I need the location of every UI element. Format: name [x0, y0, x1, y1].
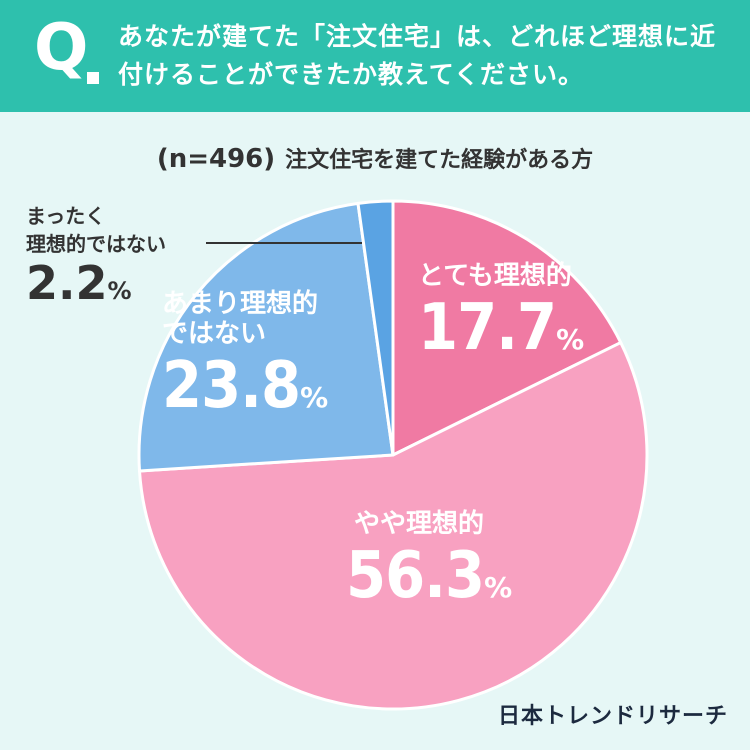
label-very-ideal-pct: % — [556, 322, 585, 356]
label-not-ideal-name-1: まったく — [26, 204, 106, 228]
label-not-very-ideal-pct: % — [300, 380, 329, 414]
label-not-ideal-value: 2.2 — [26, 256, 108, 310]
slice-somewhat-ideal — [138, 341, 649, 711]
label-not-ideal-name-2: 理想的ではない — [26, 232, 166, 256]
label-not-very-ideal-value: 23.8 — [162, 348, 301, 423]
question-text: あなたが建てた「注文住宅」は、どれほど理想に近付けることができたか教えてください… — [118, 22, 717, 89]
slice-very-ideal — [391, 199, 623, 457]
label-very-ideal-value: 17.7 — [418, 290, 557, 365]
brand-logo: 日本トレンドリサーチ — [497, 704, 728, 729]
label-somewhat-ideal-value: 56.3 — [346, 538, 485, 613]
label-not-very-ideal: あまり理想的 ではない 23.8% — [162, 289, 329, 423]
slice-not-very-ideal — [137, 201, 395, 473]
q-mark: Q — [34, 11, 89, 85]
respondent-description: 注文住宅を建てた経験がある方 — [285, 148, 594, 173]
label-somewhat-ideal-name: やや理想的 — [354, 509, 485, 539]
sample-size: (n=496) — [156, 144, 276, 174]
chart-subtitle: (n=496) 注文住宅を建てた経験がある方 — [0, 142, 750, 174]
question-header: Q あなたが建てた「注文住宅」は、どれほど理想に近付けることができたか教えてくだ… — [0, 0, 750, 112]
label-somewhat-ideal-pct: % — [484, 570, 513, 604]
label-not-very-ideal-name-2: ではない — [162, 318, 267, 349]
slice-not-ideal — [356, 199, 395, 457]
label-very-ideal: とても理想的 17.7% — [418, 261, 585, 365]
q-dot — [87, 72, 99, 84]
label-not-ideal-pct: % — [107, 277, 132, 305]
label-not-ideal: まったく 理想的ではない 2.2% — [26, 202, 196, 309]
leader-line — [206, 242, 362, 244]
label-very-ideal-name: とても理想的 — [418, 261, 572, 291]
label-somewhat-ideal: やや理想的 56.3% — [346, 509, 513, 613]
label-not-very-ideal-name-1: あまり理想的 — [162, 289, 319, 319]
